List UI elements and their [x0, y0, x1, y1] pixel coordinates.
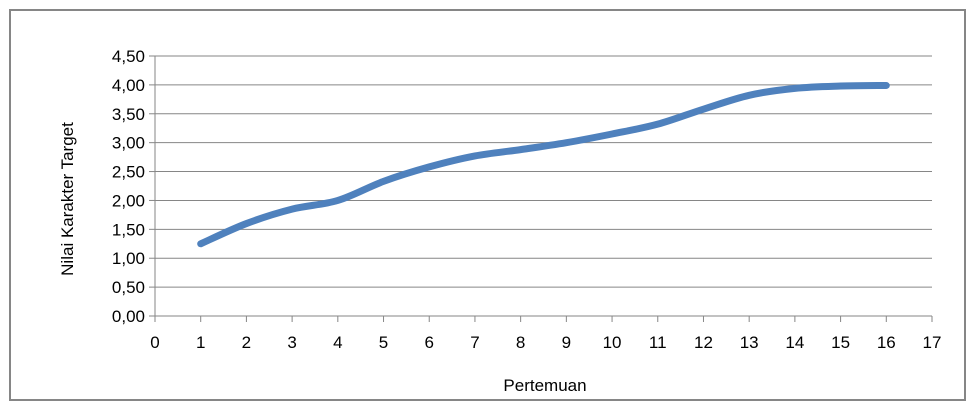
x-tick-label: 14 [785, 333, 804, 352]
y-tick-label: 4,00 [112, 76, 145, 95]
y-tick-label: 2,00 [112, 191, 145, 210]
x-tick-label: 2 [242, 333, 251, 352]
x-tick-label: 16 [877, 333, 896, 352]
y-axis-title: Nilai Karakter Target [58, 122, 77, 276]
x-axis-title: Pertemuan [503, 376, 586, 395]
axes [149, 55, 933, 322]
x-tick-label: 8 [516, 333, 525, 352]
x-tick-label: 17 [923, 333, 942, 352]
y-tick-label: 1,50 [112, 220, 145, 239]
x-tick-label: 0 [150, 333, 159, 352]
chart-frame [9, 9, 966, 401]
x-tick-label: 12 [694, 333, 713, 352]
y-tick-label: 4,50 [112, 47, 145, 66]
x-tick-label: 3 [287, 333, 296, 352]
y-tick-label: 3,50 [112, 105, 145, 124]
x-tick-label: 4 [333, 333, 342, 352]
y-tick-label: 3,00 [112, 134, 145, 153]
y-tick-label: 0,50 [112, 278, 145, 297]
y-tick-label: 2,50 [112, 163, 145, 182]
x-tick-label: 9 [562, 333, 571, 352]
x-tick-label: 15 [831, 333, 850, 352]
gridlines [155, 55, 932, 288]
x-tick-label: 6 [425, 333, 434, 352]
x-tick-label: 11 [649, 333, 667, 352]
y-tick-label: 1,00 [112, 249, 145, 268]
x-tick-label: 10 [603, 333, 622, 352]
x-tick-label: 5 [379, 333, 388, 352]
x-tick-label: 1 [196, 333, 205, 352]
tick-labels: 0,00 0,50 1,00 1,50 2,00 2,50 3,00 3,50 4,00 4,50… [112, 47, 942, 352]
y-tick-label: 0,00 [112, 307, 145, 326]
x-tick-label: 13 [740, 333, 759, 352]
series-layer [197, 81, 890, 248]
x-tick-label: 7 [470, 333, 479, 352]
series-line [197, 81, 890, 248]
